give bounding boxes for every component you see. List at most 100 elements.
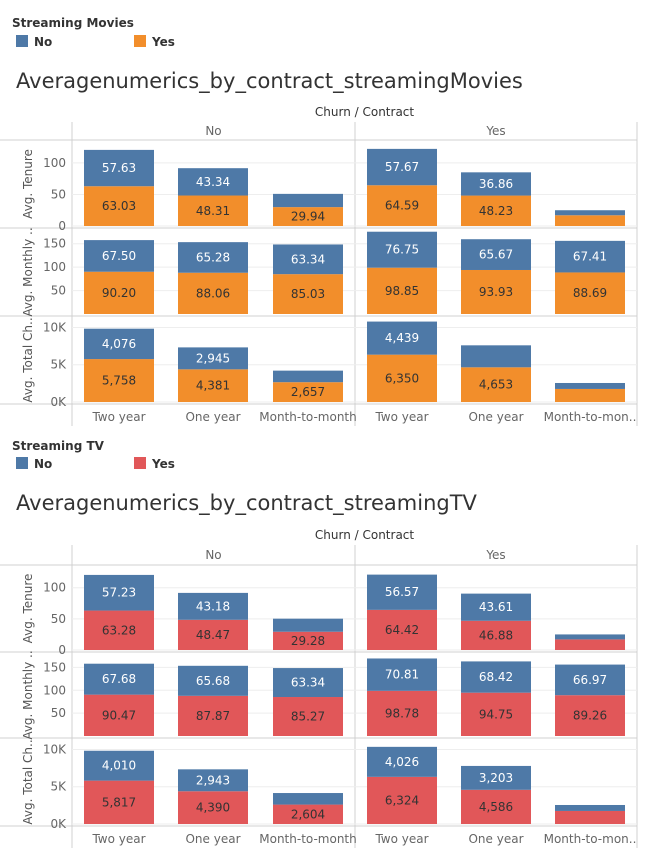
bar-data-label: 4,381	[196, 379, 230, 393]
y-tick-label: 5K	[50, 358, 67, 372]
bar-segment-no	[84, 328, 154, 360]
bar-segment-no	[461, 172, 531, 196]
y-axis-label: Avg. Monthly ..	[21, 650, 35, 739]
bar-segment-yes	[555, 272, 625, 314]
x-category-label: Month-to-mon..	[544, 832, 637, 846]
bar-segment-no	[367, 746, 437, 777]
x-category-label: One year	[468, 410, 523, 424]
bar-data-label: 57.63	[102, 161, 136, 175]
bar-segment-no	[178, 769, 248, 792]
y-tick-label: 50	[51, 187, 66, 201]
bar-segment-yes	[555, 388, 625, 402]
bar-data-label: 2,943	[196, 773, 230, 787]
legend-label: Yes	[151, 457, 175, 471]
bar-segment-yes	[273, 804, 343, 824]
bar-data-label: 88.06	[196, 286, 230, 300]
bar-segment-yes	[178, 195, 248, 226]
bar-data-label: 64.59	[385, 199, 419, 213]
bar-data-label: 67.68	[102, 672, 136, 686]
x-category-label: Month-to-mon..	[544, 410, 637, 424]
bar-data-label: 3,203	[479, 771, 513, 785]
bar-segment-no	[178, 242, 248, 273]
bar-segment-yes	[367, 185, 437, 226]
bar-segment-yes	[555, 639, 625, 650]
bar-segment-yes	[273, 207, 343, 226]
bar-data-label: 90.20	[102, 286, 136, 300]
bar-data-label: 93.93	[479, 285, 513, 299]
column-header-title: Churn / Contract	[315, 528, 415, 542]
bar-segment-no	[367, 574, 437, 610]
legend-label: Yes	[151, 35, 175, 49]
bar-segment-no	[178, 592, 248, 620]
bar-segment-yes	[555, 695, 625, 736]
bar-data-label: 90.47	[102, 708, 136, 722]
x-category-label: Two year	[374, 832, 428, 846]
bar-segment-yes	[273, 382, 343, 402]
y-tick-label: 100	[43, 581, 66, 595]
x-category-label: Month-to-month	[259, 832, 357, 846]
y-tick-label: 50	[51, 284, 66, 298]
bar-segment-yes	[84, 610, 154, 650]
bar-segment-no	[273, 370, 343, 383]
y-tick-label: 5K	[50, 780, 67, 794]
bar-data-label: 94.75	[479, 707, 513, 721]
bar-segment-yes	[367, 267, 437, 314]
bar-segment-no	[84, 240, 154, 272]
bar-segment-no	[273, 793, 343, 805]
bar-data-label: 29.28	[291, 634, 325, 648]
bar-segment-yes	[273, 697, 343, 736]
bar-segment-no	[84, 750, 154, 781]
bar-segment-no	[84, 574, 154, 611]
bar-segment-no	[555, 240, 625, 273]
bar-segment-yes	[461, 789, 531, 824]
bar-data-label: 43.18	[196, 599, 230, 613]
bar-segment-no	[555, 804, 625, 811]
bar-data-label: 63.03	[102, 199, 136, 213]
bar-data-label: 4,390	[196, 801, 230, 815]
x-category-label: One year	[468, 832, 523, 846]
y-tick-label: 0	[58, 643, 66, 657]
y-axis-label: Avg. Tenure	[21, 149, 35, 219]
bar-data-label: 63.28	[102, 623, 136, 637]
chart-title: Averagenumerics_by_contract_streamingTV	[16, 491, 478, 516]
bar-segment-yes	[367, 690, 437, 736]
bar-data-label: 2,657	[291, 385, 325, 399]
bar-segment-no	[178, 347, 248, 370]
y-tick-label: 150	[43, 237, 66, 251]
bar-segment-yes	[178, 369, 248, 402]
y-tick-label: 100	[43, 156, 66, 170]
y-tick-label: 0K	[50, 817, 67, 831]
bar-segment-yes	[84, 271, 154, 314]
x-category-label: One year	[185, 832, 240, 846]
y-axis-label: Avg. Monthly ..	[21, 227, 35, 316]
bar-segment-no	[555, 664, 625, 696]
bar-data-label: 76.75	[385, 243, 419, 257]
bar-segment-yes	[461, 620, 531, 650]
bar-segment-no	[367, 148, 437, 186]
legend-swatch	[16, 457, 28, 469]
bar-data-label: 4,586	[479, 800, 513, 814]
bar-data-label: 87.87	[196, 709, 230, 723]
bar-segment-no	[273, 193, 343, 208]
legend-title: Streaming TV	[12, 439, 105, 453]
bar-data-label: 67.50	[102, 249, 136, 263]
y-tick-label: 50	[51, 612, 66, 626]
bar-data-label: 48.31	[196, 204, 230, 218]
bar-segment-no	[555, 382, 625, 389]
legend-swatch	[16, 35, 28, 47]
bar-data-label: 5,817	[102, 795, 136, 809]
bar-data-label: 4,076	[102, 337, 136, 351]
bar-data-label: 48.47	[196, 628, 230, 642]
bar-data-label: 85.03	[291, 287, 325, 301]
bar-data-label: 2,945	[196, 351, 230, 365]
bar-segment-no	[461, 765, 531, 790]
bar-data-label: 36.86	[479, 177, 513, 191]
bar-segment-yes	[461, 195, 531, 226]
bar-data-label: 57.67	[385, 160, 419, 174]
bar-data-label: 57.23	[102, 586, 136, 600]
y-tick-label: 150	[43, 660, 66, 674]
bar-data-label: 29.94	[291, 210, 325, 224]
bar-segment-yes	[367, 609, 437, 650]
bar-segment-no	[273, 618, 343, 632]
bar-segment-yes	[367, 354, 437, 402]
